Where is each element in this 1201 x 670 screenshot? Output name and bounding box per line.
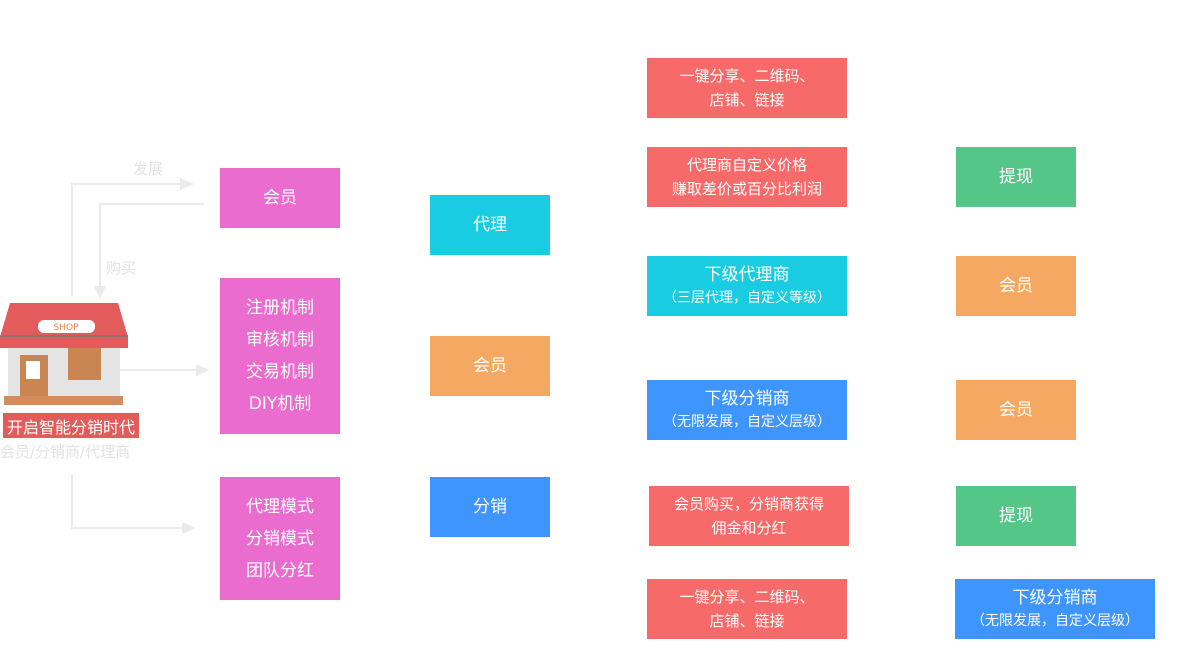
sub-distributor-box-2: 下级分销商 （无限发展，自定义层级） [955, 579, 1155, 639]
member-box-3: 会员 [956, 256, 1076, 316]
sub-distributor-box: 下级分销商 （无限发展，自定义层级） [647, 380, 847, 440]
share-box: 一键分享、二维码、 店铺、链接 [647, 58, 847, 118]
withdraw-box: 提现 [956, 147, 1076, 207]
develop-label: 发展 [133, 160, 164, 178]
share-box-2: 一键分享、二维码、 店铺、链接 [647, 579, 847, 639]
distribution-box: 分销 [430, 477, 550, 537]
buy-label: 购买 [106, 259, 137, 277]
member-box: 会员 [220, 168, 340, 228]
mechanisms-box: 注册机制 审核机制 交易机制 DIY机制 [220, 278, 340, 434]
arrowhead [182, 522, 196, 534]
arrowhead [196, 364, 210, 376]
shop-caption: 开启智能分销时代 [3, 413, 139, 438]
bottom-arrow-line [71, 474, 186, 529]
shop-subcaption: 会员/分销商/代理商 [0, 443, 131, 461]
withdraw-box-2: 提现 [956, 486, 1076, 546]
arrowhead [180, 178, 194, 190]
member-box-2: 会员 [430, 336, 550, 396]
custom-price-box: 代理商自定义价格 赚取差价或百分比利润 [647, 147, 847, 207]
commission-box: 会员购买，分销商获得 佣金和分红 [649, 486, 849, 546]
develop-arrow-line [71, 183, 182, 296]
agent-box: 代理 [430, 195, 550, 255]
arrowhead [94, 286, 106, 299]
svg-text:SHOP: SHOP [54, 323, 80, 333]
sub-agent-box: 下级代理商 （三层代理，自定义等级） [647, 256, 847, 316]
member-box-4: 会员 [956, 380, 1076, 440]
shop-icon: SHOP [0, 303, 128, 405]
buy-arrow-line [99, 203, 204, 290]
modes-box: 代理模式 分销模式 团队分红 [220, 477, 340, 600]
